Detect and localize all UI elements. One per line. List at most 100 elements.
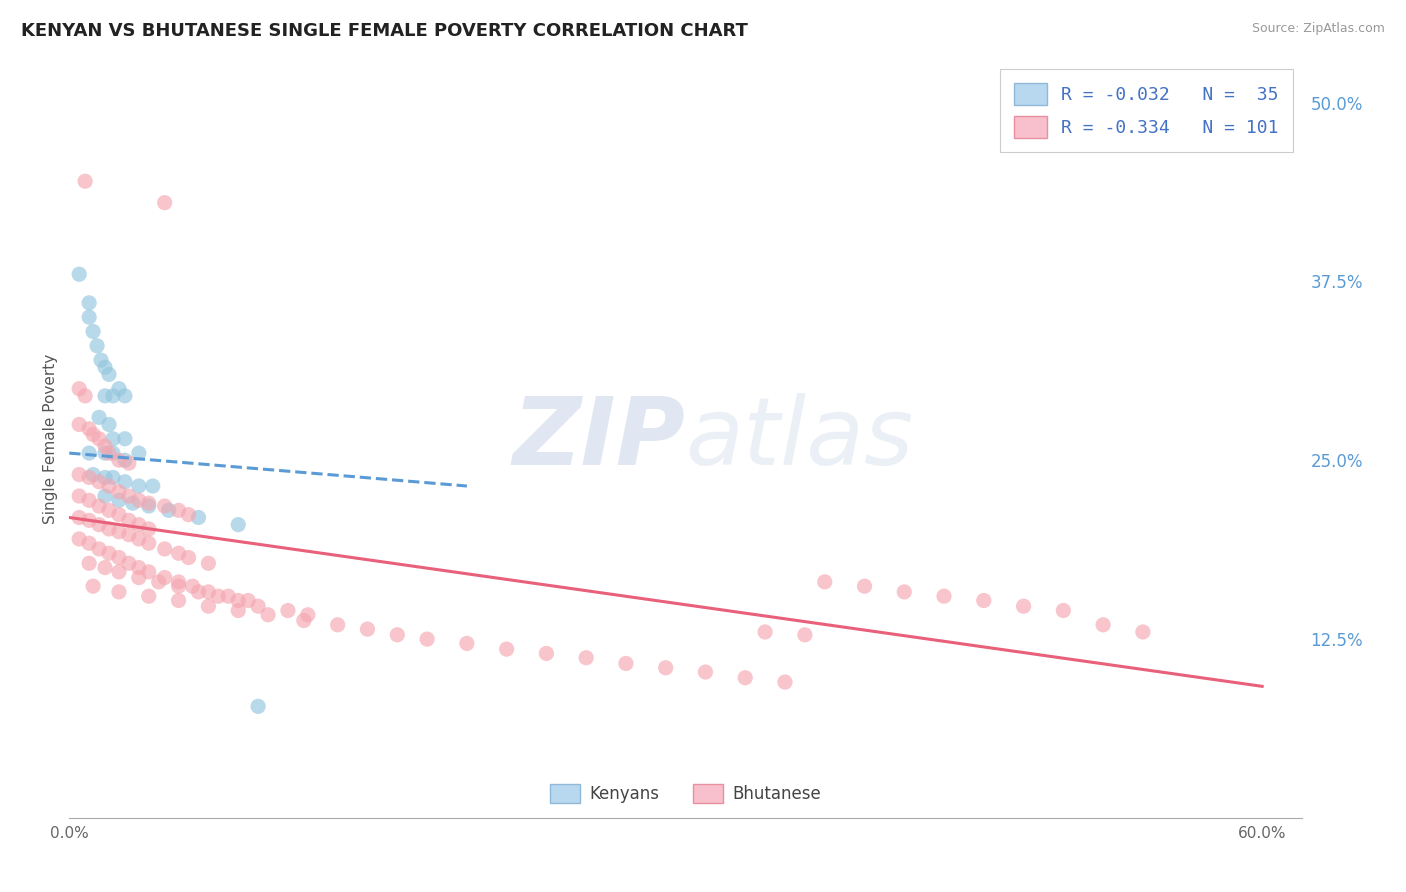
Point [108, 585, 131, 599]
Point [495, 642, 517, 657]
Point [187, 585, 209, 599]
Point [77, 556, 100, 570]
Point [207, 589, 229, 603]
Point [118, 527, 141, 541]
Point [114, 475, 136, 489]
Point [98, 417, 121, 432]
Point [67, 267, 90, 281]
Point [94, 360, 117, 375]
Point [87, 541, 110, 556]
Point [177, 508, 200, 522]
Point [167, 593, 190, 607]
Point [217, 589, 239, 603]
Point [793, 628, 815, 642]
Point [177, 550, 200, 565]
Point [94, 446, 117, 460]
Point [98, 546, 121, 560]
Point [77, 422, 100, 436]
Point [197, 585, 219, 599]
Point [814, 574, 837, 589]
Point [157, 503, 180, 517]
Point [153, 571, 176, 585]
Point [575, 650, 598, 665]
Point [77, 536, 100, 550]
Point [121, 496, 143, 510]
Point [118, 556, 141, 570]
Point [128, 479, 150, 493]
Point [128, 532, 150, 546]
Point [128, 517, 150, 532]
Point [101, 389, 124, 403]
Point [108, 550, 131, 565]
Point [94, 470, 117, 484]
Point [67, 417, 90, 432]
Point [108, 484, 131, 499]
Point [98, 446, 121, 460]
Point [148, 574, 170, 589]
Point [153, 541, 176, 556]
Point [82, 325, 104, 339]
Point [77, 513, 100, 527]
Point [77, 310, 100, 325]
Point [654, 661, 676, 675]
Point [536, 647, 558, 661]
Point [754, 624, 776, 639]
Point [138, 522, 160, 536]
Point [932, 589, 955, 603]
Point [292, 614, 315, 628]
Point [77, 446, 100, 460]
Text: Source: ZipAtlas.com: Source: ZipAtlas.com [1251, 22, 1385, 36]
Point [226, 517, 249, 532]
Point [114, 432, 136, 446]
Point [86, 339, 108, 353]
Legend: Kenyans, Bhutanese: Kenyans, Bhutanese [543, 777, 828, 810]
Point [138, 589, 160, 603]
Point [138, 536, 160, 550]
Point [128, 493, 150, 508]
Point [695, 665, 717, 679]
Point [82, 579, 104, 593]
Point [94, 439, 117, 453]
Point [87, 517, 110, 532]
Point [101, 446, 124, 460]
Point [90, 353, 112, 368]
Point [138, 565, 160, 579]
Point [893, 585, 915, 599]
Point [101, 470, 124, 484]
Point [87, 432, 110, 446]
Point [82, 427, 104, 442]
Point [416, 632, 439, 647]
Point [167, 579, 190, 593]
Point [326, 617, 349, 632]
Point [98, 368, 121, 382]
Point [67, 510, 90, 524]
Point [167, 574, 190, 589]
Point [87, 410, 110, 425]
Point [277, 603, 299, 617]
Point [75, 389, 97, 403]
Point [138, 496, 160, 510]
Point [1012, 599, 1035, 614]
Point [238, 593, 260, 607]
Point [114, 389, 136, 403]
Point [128, 560, 150, 574]
Point [108, 565, 131, 579]
Point [77, 493, 100, 508]
Point [67, 532, 90, 546]
Point [456, 636, 478, 650]
Y-axis label: Single Female Poverty: Single Female Poverty [44, 353, 58, 524]
Point [197, 556, 219, 570]
Point [108, 524, 131, 539]
Point [94, 489, 117, 503]
Point [82, 467, 104, 482]
Point [1092, 617, 1115, 632]
Point [226, 593, 249, 607]
Point [773, 675, 796, 690]
Text: atlas: atlas [686, 393, 914, 484]
Point [67, 489, 90, 503]
Point [181, 579, 204, 593]
Point [197, 599, 219, 614]
Point [247, 699, 270, 714]
Point [98, 522, 121, 536]
Text: ZIP: ZIP [513, 392, 686, 484]
